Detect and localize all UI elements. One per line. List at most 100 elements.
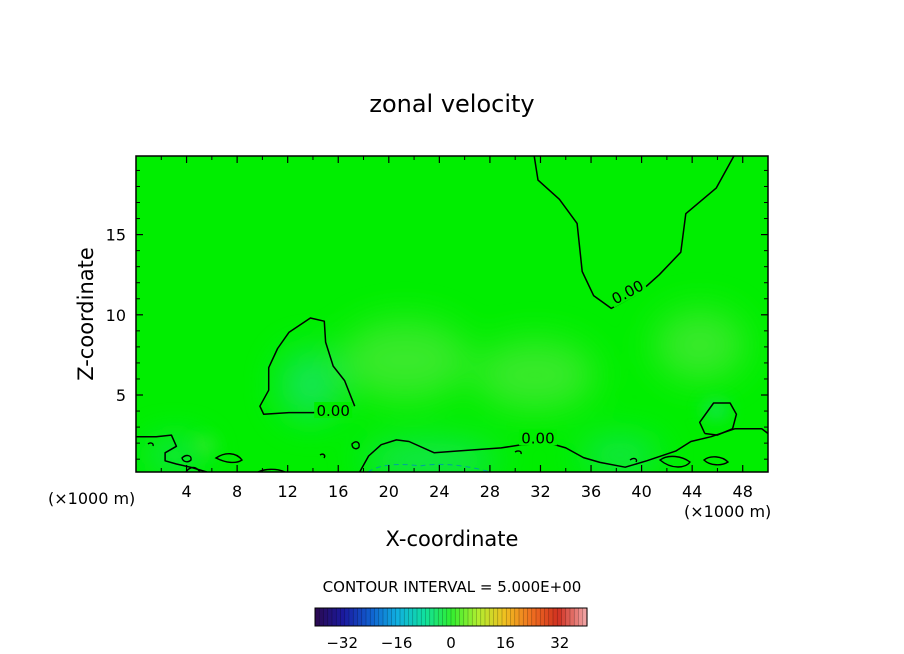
colorbar-swatch [476,608,482,626]
colorbar-swatch [578,608,584,626]
x-tick-label: 44 [682,482,702,501]
colorbar-swatch [519,608,524,626]
contour-interval-label: CONTOUR INTERVAL = 5.000E+00 [323,578,582,596]
colorbar-swatch [565,608,571,626]
contour-line [181,454,192,463]
colorbar-swatch [438,608,444,626]
contour-line [319,453,326,459]
colorbar-tick-label: −32 [326,634,358,652]
colorbar-swatch [378,608,384,626]
contour-line [359,427,768,472]
field-patch [340,320,470,400]
contour-line [351,441,360,450]
colorbar-swatch [327,608,333,626]
contour-line [147,442,154,447]
field-detail [193,400,730,453]
field-patch [193,437,217,453]
colorbar-swatch [395,608,401,626]
y-tick-label: 15 [106,226,126,245]
colorbar-swatch [489,608,495,626]
x-tick-label: 4 [181,482,191,501]
colorbar-swatch [336,608,342,626]
contour-label-text: 0.00 [521,429,554,447]
colorbar-swatch [468,608,473,626]
colorbar-swatch [574,608,580,626]
colorbar-labels: −32 −16 0 16 32 [326,634,569,652]
colorbar-swatch [548,608,554,626]
contour-line [136,434,208,472]
colorbar-swatch [557,608,563,626]
contour-line [698,402,738,436]
contour-label-bg [518,429,557,446]
colorbar-swatch [523,608,529,626]
x-unit-label-left: (×1000 m) [48,489,135,508]
x-tick-label: 20 [379,482,399,501]
colorbar-swatch [514,608,520,626]
colorbar-tick-label: 16 [496,634,515,652]
colorbar-swatch [332,608,337,626]
colorbar-swatch [451,608,456,626]
colorbar-tick-label: 0 [446,634,456,652]
plot-frame [135,155,769,473]
colorbar-swatch [349,608,354,626]
colorbar-swatch [480,608,486,626]
colorbar-swatch [510,608,516,626]
x-tick-label: 40 [631,482,651,501]
colorbar-swatch [459,608,465,626]
y-tick-label: 5 [116,386,126,405]
colorbar-swatch [472,608,478,626]
colorbar-swatch [357,608,363,626]
colorbar-swatch [502,608,507,626]
colorbar-swatch [553,608,558,626]
colorbar-swatch [404,608,410,626]
colorbar-swatch [340,608,346,626]
colorbar-swatch [497,608,503,626]
colorbar-swatch [455,608,461,626]
plot-area: 0.000.000.00 [136,156,768,472]
colorbar-swatch [391,608,397,626]
x-tick-label: 24 [429,482,449,501]
colorbar-swatch [315,608,320,626]
colorbar-swatch [370,608,376,626]
colorbar-swatch [434,608,439,626]
contour-line [259,317,356,416]
x-tick-label: 16 [328,482,348,501]
field-patch [145,440,205,470]
colorbar-swatch [374,608,380,626]
colorbar-swatch [353,608,359,626]
colorbar-swatch [485,608,490,626]
colorbar-swatch [429,608,435,626]
colorbar-swatch [383,608,388,626]
y-axis-label: Z-coordinate [74,247,98,381]
x-axis-label: X-coordinate [386,527,519,551]
contour-line [214,453,244,464]
field-patch [655,310,745,380]
x-tick-label: 8 [232,482,242,501]
colorbar-swatch [540,608,546,626]
contour-line [658,455,691,468]
colorbar-swatch [536,608,541,626]
colorbar-swatch [421,608,427,626]
colorbar-swatch [446,608,452,626]
x-axis-ticks: 4 8 12 16 20 24 28 32 36 40 44 48 [160,156,753,501]
y-tick-label: 10 [106,306,126,325]
colorbar-swatch [544,608,550,626]
colorbar-swatch [323,608,329,626]
colorbar-swatch [408,608,414,626]
colorbar-tick-label: 32 [550,634,569,652]
field-patch [702,400,730,420]
x-tick-label: 12 [278,482,298,501]
colorbar-swatch [561,608,567,626]
colorbar-swatch [425,608,431,626]
colorbar-swatch [344,608,350,626]
contour-label-bg [606,275,648,308]
colorbar-swatch [527,608,533,626]
colorbar-swatch [463,608,469,626]
field-shading [145,310,745,472]
colorbar-tick-label: −16 [381,634,413,652]
y-axis-ticks: 5 10 15 [106,169,768,460]
x-tick-label: 28 [480,482,500,501]
contour-label-text: 0.00 [316,402,349,420]
colorbar-frame [314,607,588,627]
